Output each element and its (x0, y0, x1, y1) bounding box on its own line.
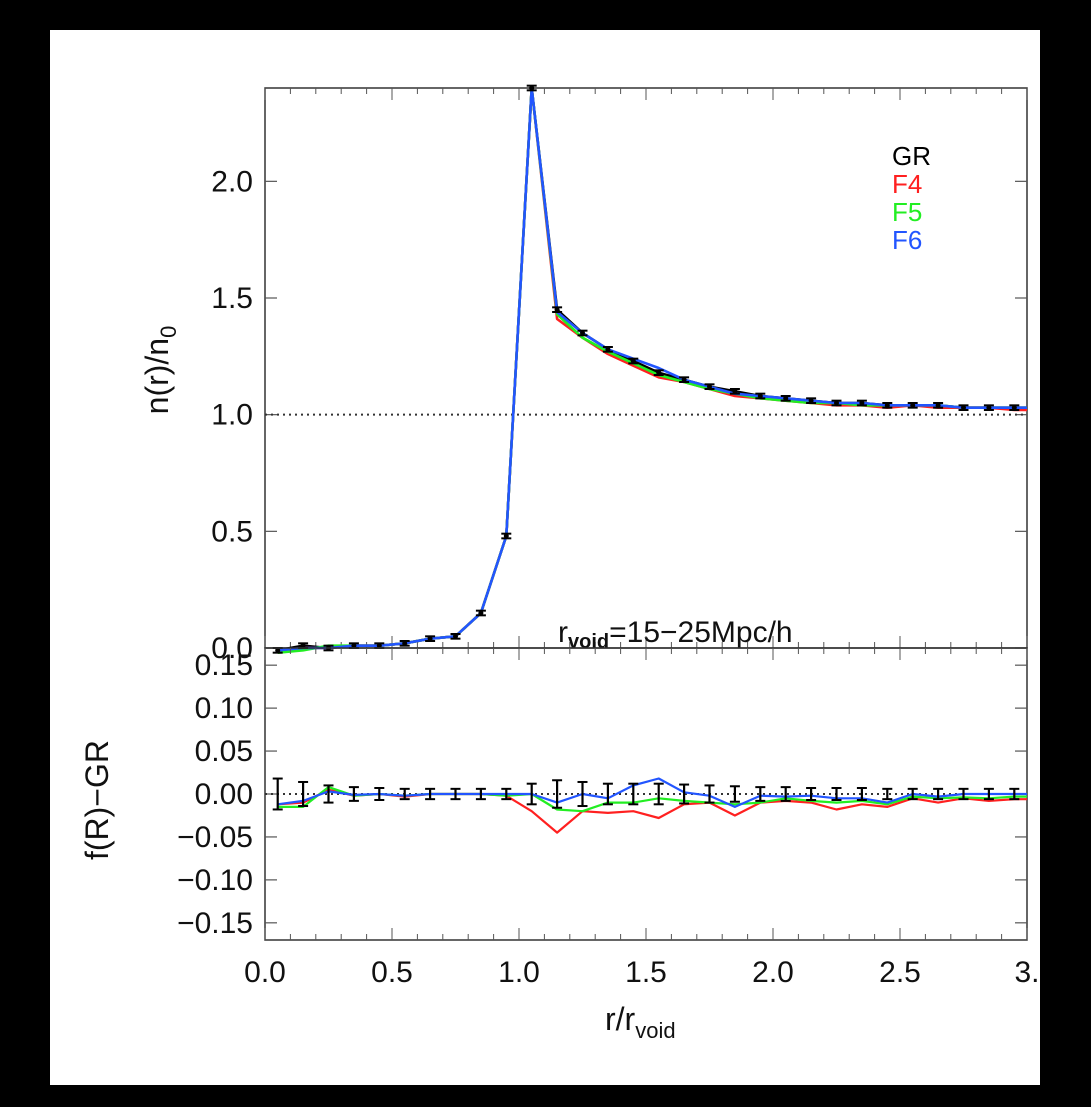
gr-point (605, 346, 611, 352)
gr-point (961, 405, 966, 411)
ytick-label: 0.00 (195, 778, 253, 811)
top-ylabel-main: n(r)/n (139, 338, 175, 414)
gr-point (1011, 405, 1017, 411)
ytick-label: −0.15 (177, 907, 253, 940)
xtick-label: 0.5 (371, 956, 413, 989)
bottom-xtick-labels: 0.0 0.5 1.0 1.5 2.0 2.5 3. (244, 956, 1039, 989)
gr-point (300, 643, 306, 649)
gr-point (427, 636, 433, 642)
gr-point (580, 330, 585, 336)
ytick-label: 0.05 (195, 735, 253, 768)
xtick-label: 2.0 (752, 956, 794, 989)
gr-point (707, 384, 712, 390)
gr-point (935, 402, 941, 408)
gr-point (656, 370, 662, 376)
xtick-label: 2.5 (879, 956, 921, 989)
top-ylabel-sub: 0 (156, 326, 181, 338)
gr-point (808, 398, 814, 404)
ytick-label: 0.5 (211, 515, 253, 548)
bottom-panel: −0.15 −0.10 −0.05 0.00 0.05 0.10 0.15 0.0 0.5 1.… (79, 647, 1040, 1043)
legend-item-f5: F5 (892, 197, 922, 227)
legend-item-f6: F6 (892, 225, 922, 255)
gr-point (732, 388, 738, 394)
xtick-label: 3. (1014, 956, 1039, 989)
gr-point (478, 610, 484, 616)
gr-point (859, 400, 865, 406)
annotation-suffix: =15−25Mpc/h (609, 616, 792, 649)
bottom-series-lines (277, 777, 1027, 834)
gr-point (275, 647, 281, 653)
gr-point (453, 633, 458, 639)
top-panel: 0.0 0.5 1.0 1.5 2.0 n(r)/n0 rvoid=15−25Mpc/h… (139, 84, 1028, 665)
gr-point (986, 405, 992, 411)
ytick-label: 0.0 (211, 632, 253, 665)
ytick-label: 1.5 (211, 282, 253, 315)
top-ytick-labels: 0.0 0.5 1.0 1.5 2.0 (211, 165, 253, 665)
gr-point (376, 643, 382, 649)
gr-point (529, 85, 535, 91)
ytick-label: 0.15 (195, 649, 253, 682)
ytick-label: 0.10 (195, 692, 253, 725)
ytick-label: −0.10 (177, 864, 253, 897)
xtick-label: 1.0 (498, 956, 540, 989)
gr-point (503, 533, 509, 539)
bottom-gr-errorbars (272, 777, 1020, 811)
annotation-sub: void (568, 631, 609, 653)
gr-point (351, 643, 357, 649)
series-line-f6 (277, 777, 1027, 809)
xtick-label: 1.5 (625, 956, 667, 989)
xtick-label: 0.0 (244, 956, 286, 989)
gr-point (757, 393, 763, 399)
bottom-xlabel-sub: void (635, 1018, 675, 1043)
gr-point (402, 640, 408, 646)
legend: GR F4 F5 F6 (892, 141, 931, 255)
ytick-label: −0.05 (177, 821, 253, 854)
legend-item-gr: GR (892, 141, 931, 171)
legend-item-f4: F4 (892, 169, 922, 199)
gr-point (834, 400, 839, 406)
gr-point (910, 402, 916, 408)
ytick-label: 2.0 (211, 165, 253, 198)
ytick-label: 1.0 (211, 399, 253, 432)
gr-point (783, 395, 789, 401)
bottom-ylabel: f(R)−GR (79, 740, 115, 860)
gr-point (681, 377, 687, 383)
bottom-ticks (264, 648, 1028, 940)
bottom-xlabel: r/rvoid (605, 1001, 676, 1043)
bottom-xlabel-main: r/r (605, 1001, 636, 1037)
gr-point (884, 402, 890, 408)
gr-point (630, 358, 636, 364)
top-ylabel: n(r)/n0 (139, 326, 181, 415)
top-gr-errorbars (272, 84, 1020, 654)
bottom-ytick-labels: −0.15 −0.10 −0.05 0.00 0.05 0.10 0.15 (177, 649, 253, 940)
annotation-prefix: r (558, 616, 568, 649)
gr-point (554, 307, 560, 313)
